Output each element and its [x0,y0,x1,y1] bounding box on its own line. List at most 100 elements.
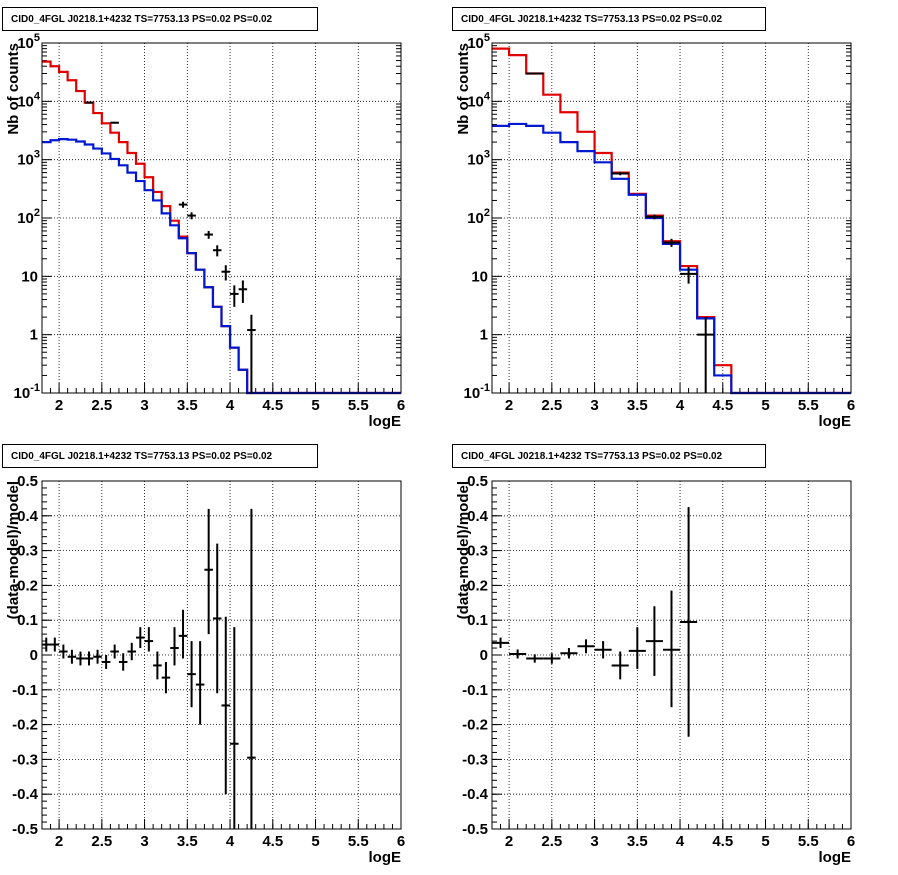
data-point [50,637,60,652]
x-tick-label: 6 [397,397,405,414]
data-point [247,314,256,393]
data-point [221,265,231,281]
data-point [42,637,51,652]
y-tick-label: -0.1 [462,682,488,699]
x-tick-label: 4 [226,833,235,850]
y-tick-label: 102 [17,207,40,227]
x-axis-label: logE [819,849,852,866]
data-point [93,649,102,664]
y-tick-label: 103 [467,149,490,169]
data-point [526,654,544,663]
x-tick-label: 6 [847,833,855,850]
x-tick-label: 5 [311,397,319,414]
data-point [247,508,256,829]
x-tick-label: 3.5 [627,397,648,414]
y-tick-label: 104 [17,90,41,110]
y-tick-label: 104 [467,90,491,110]
data-point [662,590,681,708]
data-point [526,72,544,75]
x-tick-label: 5.5 [798,397,819,414]
data-point [187,212,196,220]
data-point [238,280,248,303]
y-axis-label: (data-model)/model [455,481,472,619]
data-point [187,641,196,708]
plot-frame [41,42,402,394]
x-tick-label: 3.5 [177,397,198,414]
data-point [136,627,145,649]
data-point [645,606,663,676]
y-tick-label: -0.4 [12,786,39,803]
y-tick-label: -0.5 [12,821,38,838]
data-point [170,627,179,666]
x-tick-label: 5 [311,833,319,850]
data-point [110,644,119,659]
x-tick-label: 5.5 [348,397,369,414]
y-axis-label: Nb of counts [455,43,472,135]
x-tick-label: 4.5 [262,397,283,414]
x-tick-label: 4.5 [712,397,733,414]
data-point [110,121,119,124]
data-point [680,266,698,284]
y-tick-label: -0.5 [462,821,488,838]
y-tick-label: 0.5 [17,473,38,490]
y-tick-label: 0.2 [17,577,38,594]
y-tick-label: -0.2 [462,717,488,734]
panel-title-bottom-right: CID0_4FGL J0218.1+4232 TS=7753.13 PS=0.0… [452,444,766,468]
x-tick-label: 3 [140,833,148,850]
y-tick-label: -0.3 [12,751,38,768]
chart-panel-1: 2 2.5 3 3.5 4 4.5 5 5.5 6 10-1 1 10 102 103 104 105 logE… [455,32,855,430]
data-point [118,653,128,671]
data-point [611,171,629,176]
data-point [84,651,94,666]
chart-panel-2: 2 2.5 3 3.5 4 4.5 5 5.5 6 -0.5 -0.4 -0.3 -0.2 -0.1 0 0.… [5,473,405,866]
y-tick-label: 1 [480,327,488,344]
y-tick-label: 0.1 [467,612,488,629]
x-tick-label: 6 [397,833,405,850]
panel-title-top-left: CID0_4FGL J0218.1+4232 TS=7753.13 PS=0.0… [2,7,318,31]
y-tick-label: 0.3 [17,543,38,560]
data-point [230,627,239,829]
data-point [221,616,231,795]
y-tick-label: 0.2 [467,577,488,594]
series-line-0 [492,47,851,395]
data-point [84,101,94,104]
y-tick-label: 0 [480,647,488,664]
x-tick-label: 2.5 [91,397,112,414]
data-point [161,661,171,694]
y-tick-label: 0.4 [467,508,489,525]
data-point [645,214,663,220]
y-tick-label: 10 [471,268,488,285]
x-tick-label: 3.5 [177,833,198,850]
y-tick-label: 0 [30,647,38,664]
panel-title-top-right: CID0_4FGL J0218.1+4232 TS=7753.13 PS=0.0… [452,7,766,31]
data-point [492,637,510,649]
data-point [697,317,715,393]
series-line-1 [492,122,851,395]
data-point [543,653,561,664]
data-point [212,245,222,257]
data-point [76,651,85,666]
x-tick-label: 5.5 [348,833,369,850]
chart-panel-3: 2 2.5 3 3.5 4 4.5 5 5.5 6 -0.5 -0.4 -0.3 -0.2 -0.1 0 0.… [455,473,855,866]
y-axis-label: Nb of counts [5,43,22,135]
data-point [59,644,68,659]
panel-title-bottom-left: CID0_4FGL J0218.1+4232 TS=7753.13 PS=0.0… [2,444,318,468]
x-tick-label: 4 [226,397,235,414]
x-axis-label: logE [819,413,852,430]
y-tick-label: -0.4 [462,786,489,803]
plot-frame [41,480,402,830]
y-tick-label: 0.4 [17,508,39,525]
x-tick-label: 4 [676,833,685,850]
x-tick-label: 3 [590,397,598,414]
x-axis-label: logE [369,413,402,430]
x-tick-label: 2.5 [541,397,562,414]
x-tick-label: 2 [55,833,63,850]
data-point [67,649,77,664]
series-line-0 [42,60,401,395]
data-point [611,651,629,680]
data-point [594,641,612,659]
y-tick-label: 0.5 [467,473,488,490]
x-tick-label: 5.5 [798,833,819,850]
x-tick-label: 3 [140,397,148,414]
